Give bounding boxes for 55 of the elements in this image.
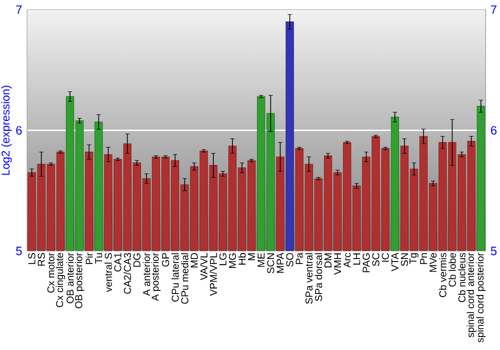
y-axis-title: Log2 (expression): [1, 86, 12, 175]
x-tick-label: Arc: [344, 252, 351, 268]
x-tick-label: RS: [38, 253, 45, 266]
x-tick-label: Hb: [238, 253, 246, 265]
x-tick-label: MVe: [430, 253, 437, 272]
x-tick-label: CA2/CA3: [124, 253, 132, 294]
x-tick-label: Tg: [410, 253, 418, 264]
x-tick-label: OB posterior: [74, 252, 84, 308]
y2-tick-label: 7: [490, 6, 496, 14]
y2-tick-label: 5: [490, 246, 497, 256]
x-tick-label: DM: [324, 253, 332, 268]
x-tick-label: SN: [400, 253, 408, 266]
x-tick-label: A posterior: [151, 252, 161, 301]
x-tick-label: MPA: [276, 252, 284, 273]
x-tick-label: SC: [372, 252, 380, 266]
x-tick-label: Cb nucleus: [458, 252, 466, 302]
x-tick-label: CPu medial: [181, 253, 188, 304]
x-tick-label: OB anterior: [66, 252, 74, 304]
x-tick-label: Pa: [296, 252, 303, 264]
x-tick-label: Tu: [95, 253, 102, 264]
x-tick-label: SCN: [267, 253, 274, 274]
x-tick-label: IC: [382, 252, 389, 262]
x-tick-label: CPu lateral: [171, 253, 179, 302]
x-tick-label: CA1: [114, 253, 122, 272]
x-tick-label: M: [248, 253, 255, 260]
x-tick-label: VA/VL: [200, 252, 208, 280]
x-tick-label: PAG: [362, 253, 370, 272]
x-tick-label: LG: [219, 253, 226, 266]
x-tick-label: VPM/VPL: [210, 252, 218, 296]
x-tick-label: MG: [228, 253, 236, 268]
x-tick-label: MD: [190, 253, 198, 268]
x-tick-label: Cx cingulate: [56, 253, 66, 308]
x-tick-label: Pir: [86, 252, 93, 264]
x-tick-label: Pn: [420, 253, 427, 264]
x-tick-label: A anterior: [142, 252, 150, 296]
x-tick-label: SPa ventral: [305, 253, 313, 304]
x-tick-label: VTA: [391, 252, 398, 272]
x-tick-label: ventral S: [104, 253, 112, 292]
x-tick-label: VMH: [334, 253, 341, 275]
x-tick-label: SPa dorsal: [314, 253, 322, 302]
x-tick-label: LH: [353, 253, 360, 265]
y2-tick-label: 6: [490, 126, 497, 135]
y-tick-label: 7: [16, 6, 22, 14]
x-tick-label: spinal cord posterior: [476, 252, 486, 342]
x-tick-label: LS: [28, 253, 36, 264]
x-tick-label: Cx motor: [47, 252, 54, 293]
x-tick-label: DG: [133, 253, 140, 267]
x-tick-label: Cb vermis: [439, 252, 446, 298]
x-tick-label: spinal cord anterior: [466, 252, 476, 338]
x-tick-label: Cb lobe: [448, 253, 456, 287]
x-tick-label: ME: [258, 253, 265, 267]
x-tick-label: SO: [286, 253, 294, 267]
y-tick-label: 6: [16, 126, 22, 135]
y-tick-label: 5: [16, 246, 22, 256]
x-tick-label: GP: [162, 253, 170, 267]
